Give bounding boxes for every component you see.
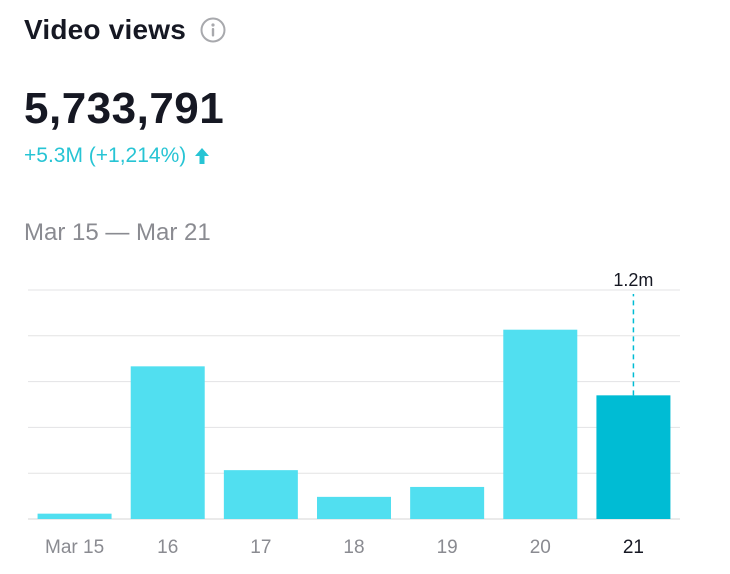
x-axis-tick-label: 16	[157, 537, 178, 558]
title-row: Video views	[24, 10, 226, 50]
x-axis-tick-label: Mar 15	[45, 537, 104, 558]
x-axis-tick-label: 17	[250, 537, 271, 558]
chart-bar-19[interactable]	[410, 486, 485, 519]
date-range-label: Mar 15 — Mar 21	[24, 219, 211, 246]
selected-bar-value-label: 1.2m	[613, 270, 653, 290]
total-views-value: 5,733,791	[24, 84, 225, 133]
x-axis-tick-label: 20	[530, 537, 551, 558]
x-axis-tick-label: 19	[437, 537, 458, 558]
chart-bar-21[interactable]	[596, 395, 671, 519]
x-axis-tick-label: 21	[623, 537, 644, 558]
change-indicator: +5.3M (+1,214%)	[24, 144, 210, 168]
chart-bar-20[interactable]	[503, 329, 578, 519]
x-axis-tick-label: 18	[343, 537, 364, 558]
chart-bar-18[interactable]	[317, 496, 391, 519]
change-text: +5.3M (+1,214%)	[24, 144, 187, 167]
chart-bar-16[interactable]	[130, 366, 205, 519]
chart-bar-mar-15[interactable]	[37, 513, 112, 519]
chart-bar-17[interactable]	[223, 470, 298, 519]
page-title: Video views	[24, 14, 186, 45]
arrow-up-icon	[195, 148, 210, 164]
info-icon[interactable]	[200, 17, 226, 43]
